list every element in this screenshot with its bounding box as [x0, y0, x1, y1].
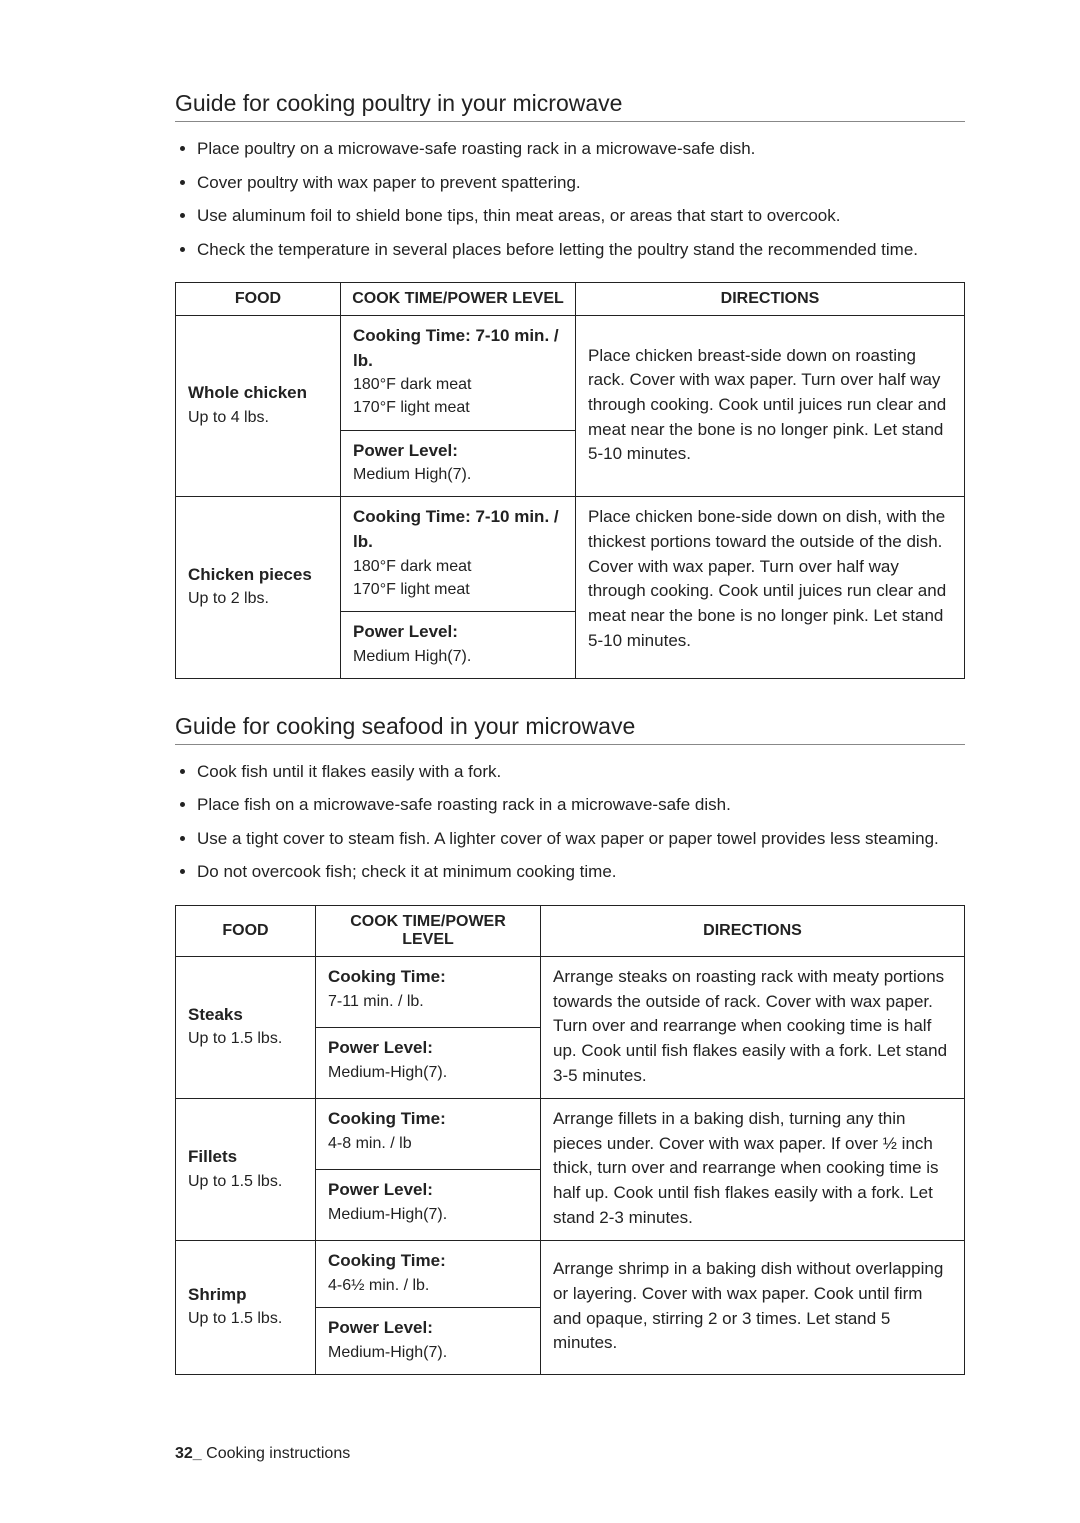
footer-label: Cooking instructions: [202, 1445, 351, 1462]
list-item: Use aluminum foil to shield bone tips, t…: [197, 203, 965, 229]
th-dir: DIRECTIONS: [576, 283, 965, 316]
food-qty: Up to 2 lbs.: [188, 587, 328, 610]
food-qty: Up to 4 lbs.: [188, 406, 328, 429]
power-value: Medium High(7).: [353, 463, 563, 486]
power-label: Power Level:: [353, 620, 563, 645]
section1-title: Guide for cooking poultry in your microw…: [175, 90, 965, 122]
table-row: Shrimp Up to 1.5 lbs. Cooking Time: 4-6½…: [176, 1241, 965, 1308]
cook-detail: 180°F dark meat: [353, 555, 563, 578]
section1-tips-list: Place poultry on a microwave-safe roasti…: [175, 136, 965, 262]
directions: Arrange fillets in a baking dish, turnin…: [541, 1099, 965, 1241]
cook-time-label: Cooking Time: 7-10 min. / lb.: [353, 324, 563, 373]
th-food: FOOD: [176, 283, 341, 316]
food-name: Whole chicken: [188, 381, 328, 406]
cook-time-label: Cooking Time:: [328, 1107, 528, 1132]
food-name: Shrimp: [188, 1283, 303, 1308]
power-value: Medium-High(7).: [328, 1061, 528, 1084]
cook-time-label: Cooking Time: 7-10 min. / lb.: [353, 505, 563, 554]
page-number: 32_: [175, 1445, 202, 1462]
table-row: Fillets Up to 1.5 lbs. Cooking Time: 4-8…: [176, 1099, 965, 1170]
food-name: Chicken pieces: [188, 563, 328, 588]
th-food: FOOD: [176, 905, 316, 956]
food-name: Fillets: [188, 1145, 303, 1170]
list-item: Cook fish until it flakes easily with a …: [197, 759, 965, 785]
seafood-table: FOOD COOK TIME/POWER LEVEL DIRECTIONS St…: [175, 905, 965, 1375]
cook-detail: 180°F dark meat: [353, 373, 563, 396]
table-row: Steaks Up to 1.5 lbs. Cooking Time: 7-11…: [176, 956, 965, 1027]
cook-detail: 170°F light meat: [353, 578, 563, 601]
directions: Place chicken bone-side down on dish, wi…: [576, 497, 965, 678]
food-qty: Up to 1.5 lbs.: [188, 1170, 303, 1193]
th-cook: COOK TIME/POWER LEVEL: [316, 905, 541, 956]
cook-time-value: 4-8 min. / lb: [328, 1132, 528, 1155]
section2-title: Guide for cooking seafood in your microw…: [175, 713, 965, 745]
power-value: Medium-High(7).: [328, 1203, 528, 1226]
list-item: Check the temperature in several places …: [197, 237, 965, 263]
section2-tips-list: Cook fish until it flakes easily with a …: [175, 759, 965, 885]
list-item: Use a tight cover to steam fish. A light…: [197, 826, 965, 852]
directions: Arrange shrimp in a baking dish without …: [541, 1241, 965, 1375]
table-row: Whole chicken Up to 4 lbs. Cooking Time:…: [176, 316, 965, 431]
power-label: Power Level:: [328, 1178, 528, 1203]
page-footer: 32_ Cooking instructions: [175, 1445, 965, 1463]
food-qty: Up to 1.5 lbs.: [188, 1027, 303, 1050]
power-value: Medium-High(7).: [328, 1341, 528, 1364]
th-cook: COOK TIME/POWER LEVEL: [341, 283, 576, 316]
list-item: Cover poultry with wax paper to prevent …: [197, 170, 965, 196]
power-label: Power Level:: [353, 439, 563, 464]
directions: Place chicken breast-side down on roasti…: [576, 316, 965, 497]
th-dir: DIRECTIONS: [541, 905, 965, 956]
table-row: Chicken pieces Up to 2 lbs. Cooking Time…: [176, 497, 965, 612]
list-item: Place poultry on a microwave-safe roasti…: [197, 136, 965, 162]
food-name: Steaks: [188, 1003, 303, 1028]
cook-time-label: Cooking Time:: [328, 1249, 528, 1274]
cook-time-label: Cooking Time:: [328, 965, 528, 990]
list-item: Do not overcook fish; check it at minimu…: [197, 859, 965, 885]
page-content: Guide for cooking poultry in your microw…: [0, 0, 1080, 1523]
power-label: Power Level:: [328, 1316, 528, 1341]
poultry-table: FOOD COOK TIME/POWER LEVEL DIRECTIONS Wh…: [175, 282, 965, 679]
directions: Arrange steaks on roasting rack with mea…: [541, 956, 965, 1098]
cook-time-value: 7-11 min. / lb.: [328, 990, 528, 1013]
food-qty: Up to 1.5 lbs.: [188, 1307, 303, 1330]
cook-time-value: 4-6½ min. / lb.: [328, 1274, 528, 1297]
power-value: Medium High(7).: [353, 645, 563, 668]
power-label: Power Level:: [328, 1036, 528, 1061]
list-item: Place fish on a microwave-safe roasting …: [197, 792, 965, 818]
cook-detail: 170°F light meat: [353, 396, 563, 419]
